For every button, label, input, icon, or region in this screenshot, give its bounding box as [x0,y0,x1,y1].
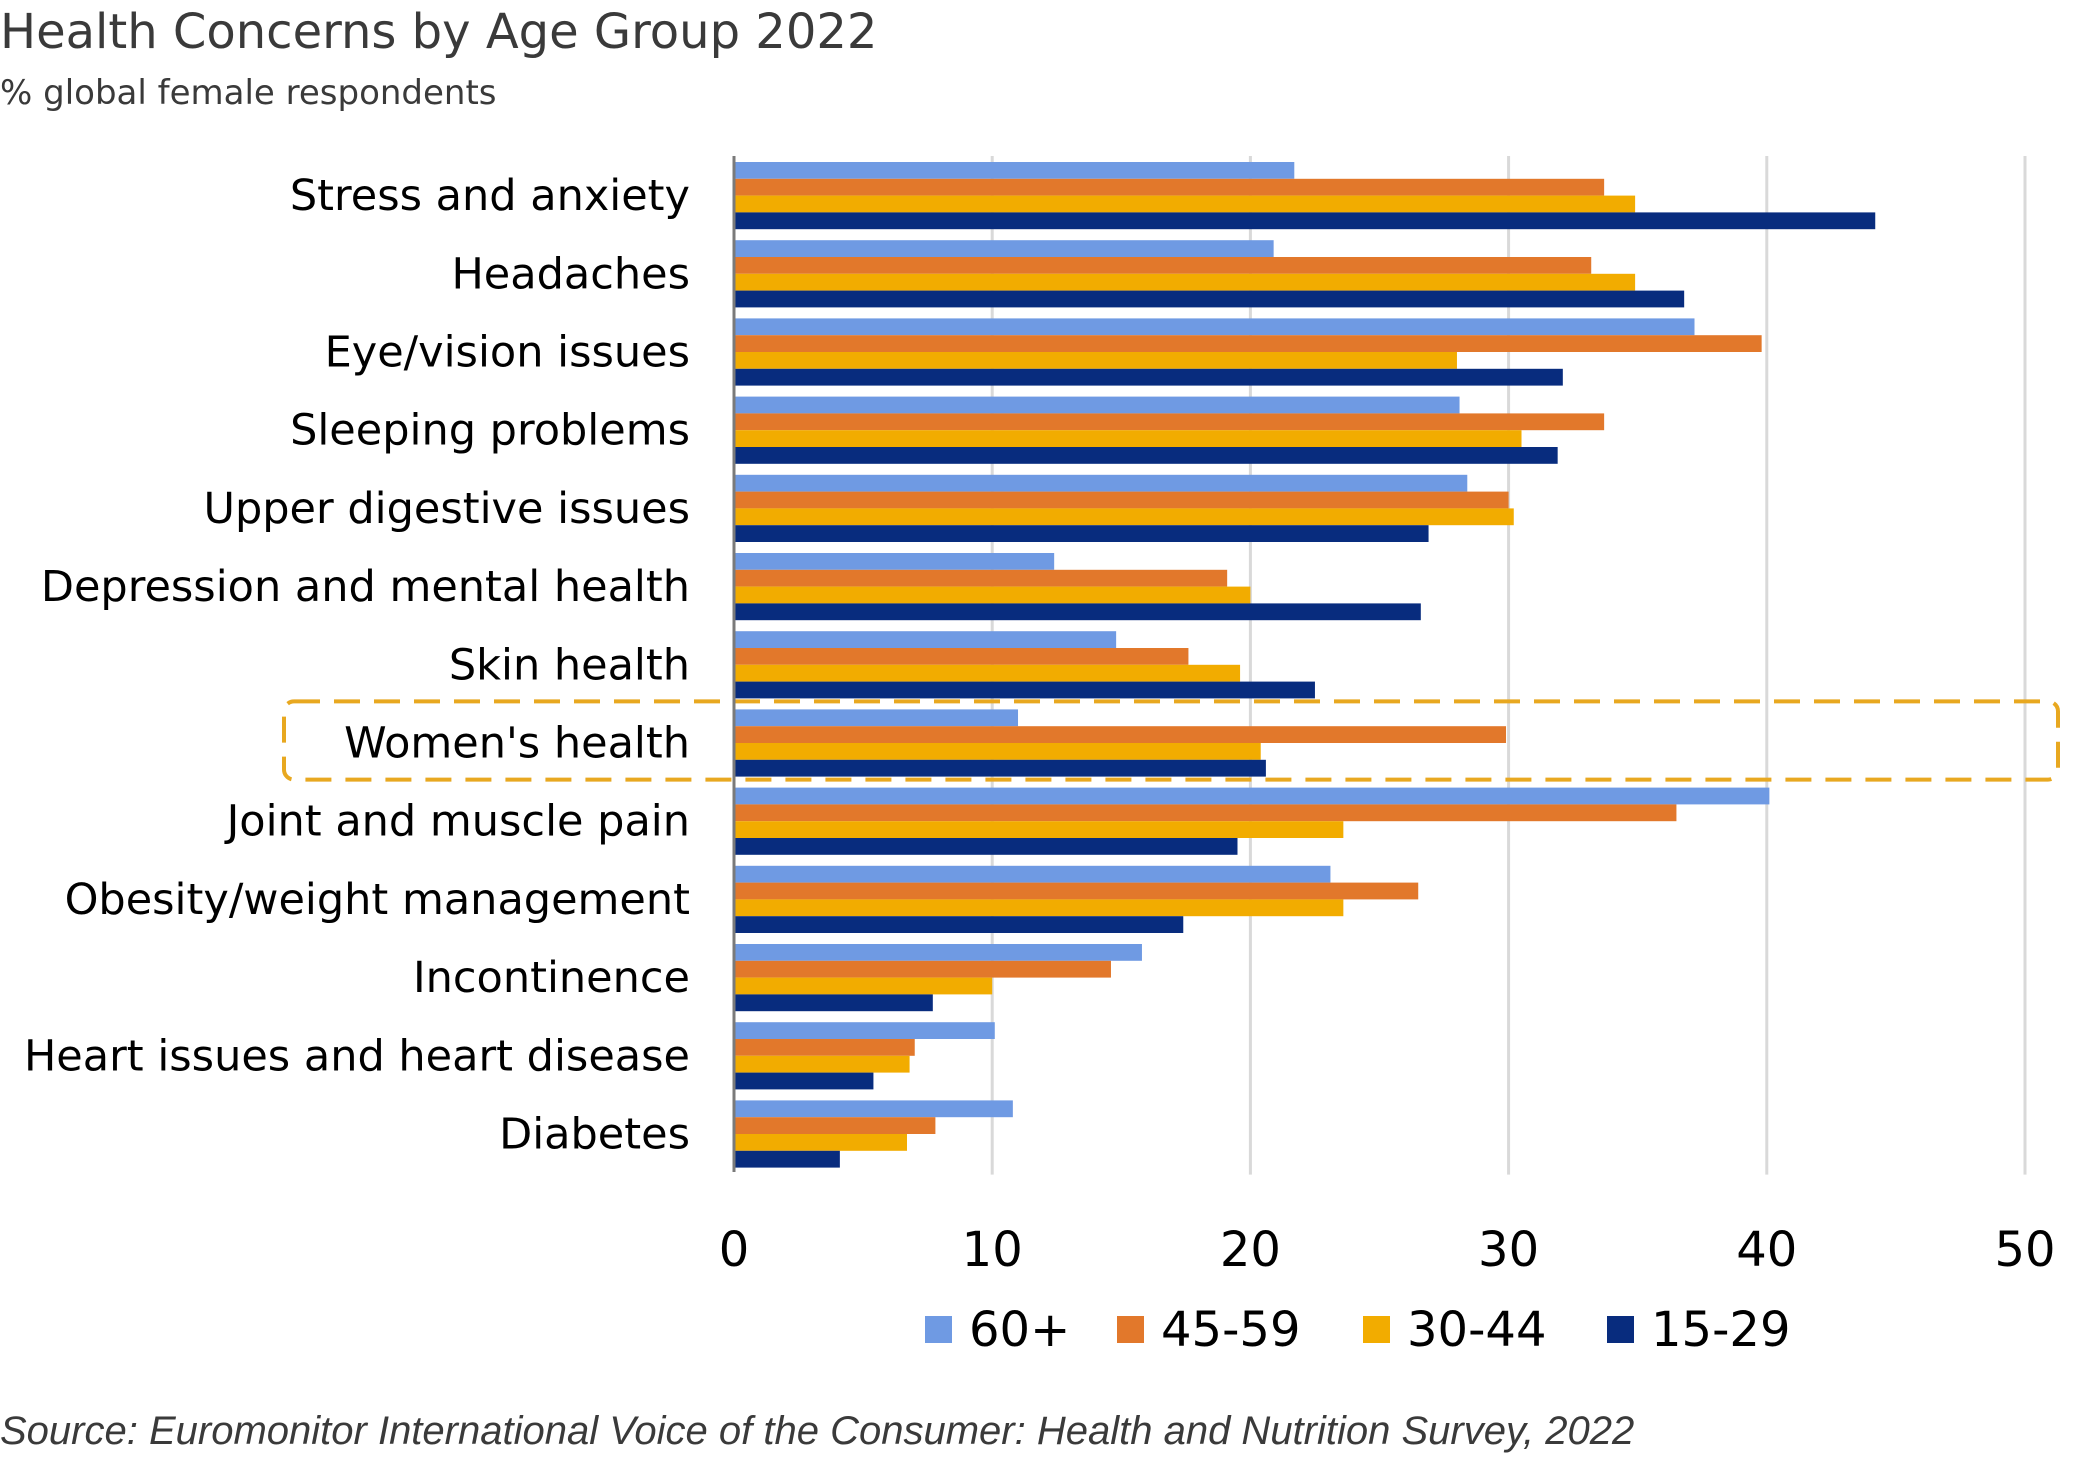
bar-30-44-0 [734,195,1636,213]
category-label: Eye/vision issues [325,328,690,378]
category-label: Obesity/weight management [65,875,690,925]
bar-60+-3 [734,396,1460,414]
legend-label-30-44: 30-44 [1407,1302,1546,1358]
bar-45-59-5 [734,569,1228,587]
category-label: Incontinence [413,953,690,1003]
bar-15-29-5 [734,603,1421,621]
legend: 60+ 45-59 30-44 15-29 [925,1302,1790,1358]
bar-45-59-0 [734,178,1605,196]
highlight-layer [282,699,2060,782]
bar-60+-9 [734,865,1331,883]
bar-15-29-11 [734,1072,874,1090]
bar-15-29-6 [734,681,1315,699]
x-tick-label: 0 [719,1222,750,1278]
bars [734,162,1876,1168]
bar-60+-7 [734,709,1019,727]
bar-15-29-9 [734,916,1184,933]
bar-60+-5 [734,553,1055,570]
bar-45-59-9 [734,882,1419,900]
bar-15-29-1 [734,290,1685,308]
category-label: Joint and muscle pain [224,797,690,847]
bar-45-59-2 [734,335,1762,352]
bar-45-59-4 [734,491,1509,509]
category-label: Women's health [344,719,690,769]
x-tick-label: 40 [1736,1222,1797,1278]
bar-45-59-12 [734,1117,936,1134]
bar-45-59-11 [734,1039,915,1056]
bar-15-29-2 [734,368,1563,386]
bar-45-59-3 [734,413,1605,431]
bar-30-44-9 [734,899,1344,917]
bar-60+-11 [734,1022,995,1039]
bar-15-29-12 [734,1150,840,1168]
bar-30-44-10 [734,977,993,995]
bar-60+-2 [734,318,1695,336]
bar-60+-8 [734,787,1770,805]
x-tick-label: 30 [1478,1222,1539,1278]
category-label: Upper digestive issues [203,484,690,534]
bar-15-29-7 [734,759,1266,777]
legend-label-45-59: 45-59 [1161,1302,1300,1358]
legend-swatch-60+ [925,1316,952,1343]
bar-60+-6 [734,631,1117,648]
bar-30-44-11 [734,1055,910,1073]
x-tick-label: 50 [1994,1222,2055,1278]
bar-15-29-0 [734,212,1876,230]
legend-label-15-29: 15-29 [1651,1302,1790,1358]
category-label: Depression and mental health [41,562,690,612]
category-label: Skin health [449,640,690,690]
x-tick-labels: 0 10 20 30 40 50 [719,1222,2056,1278]
chart-subtitle: % global female respondents [0,73,497,113]
bar-30-44-7 [734,743,1261,760]
bar-60+-1 [734,240,1274,257]
bar-15-29-8 [734,838,1238,855]
bar-60+-0 [734,162,1295,179]
bar-30-44-2 [734,352,1457,369]
legend-swatch-45-59 [1117,1316,1144,1343]
legend-swatch-30-44 [1363,1316,1390,1343]
bar-45-59-7 [734,726,1507,743]
x-tick-label: 10 [962,1222,1023,1278]
category-labels: Stress and anxiety Headaches Eye/vision is… [24,171,690,1159]
bar-45-59-8 [734,804,1677,822]
bar-15-29-3 [734,447,1558,464]
bar-30-44-12 [734,1134,907,1151]
bar-60+-4 [734,474,1468,492]
source-note: Source: Euromonitor International Voice … [0,1409,1634,1453]
bar-45-59-6 [734,648,1189,665]
bar-60+-12 [734,1100,1013,1118]
category-label: Sleeping problems [290,406,690,456]
bar-45-59-1 [734,257,1592,274]
bar-30-44-6 [734,664,1241,682]
legend-swatch-15-29 [1607,1316,1634,1343]
legend-label-60+: 60+ [969,1302,1070,1358]
bar-30-44-4 [734,508,1514,526]
bar-15-29-4 [734,525,1429,542]
highlight-box [282,699,2060,782]
chart-title: Health Concerns by Age Group 2022 [0,4,877,60]
category-label: Diabetes [499,1110,690,1160]
category-label: Heart issues and heart disease [24,1031,690,1081]
bar-30-44-3 [734,430,1522,447]
bar-30-44-8 [734,821,1344,838]
category-label: Headaches [451,249,690,299]
bar-30-44-1 [734,273,1636,291]
bar-60+-10 [734,944,1142,961]
bar-30-44-5 [734,586,1251,604]
category-label: Stress and anxiety [290,171,690,221]
bar-15-29-10 [734,994,933,1012]
bar-45-59-10 [734,960,1111,978]
x-tick-label: 20 [1220,1222,1281,1278]
